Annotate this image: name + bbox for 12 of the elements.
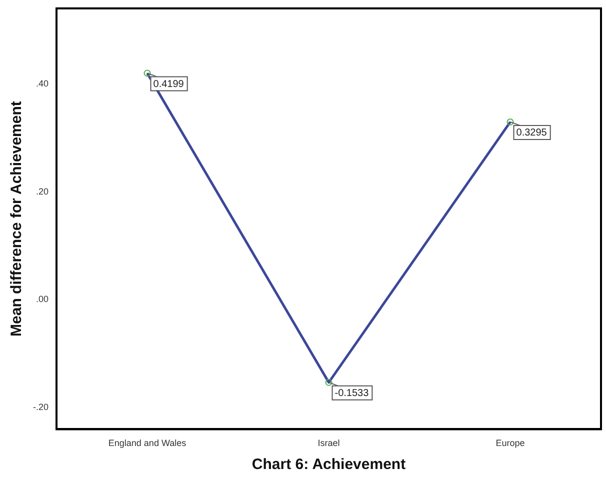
y-tick-label: .20 [36,186,49,196]
data-label: 0.4199 [153,78,184,90]
y-axis-title: Mean difference for Achievement [8,101,26,336]
x-tick-label: England and Wales [108,438,187,448]
x-tick-label: Israel [318,438,340,448]
y-tick-label: .40 [36,78,49,88]
y-tick-label: .00 [36,294,49,304]
y-tick-label: -.20 [32,402,49,412]
x-axis-title: Chart 6: Achievement [252,456,406,474]
data-label: 0.3295 [516,128,548,139]
data-label: -0.1533 [334,388,370,400]
x-tick-label: Europe [496,438,525,448]
